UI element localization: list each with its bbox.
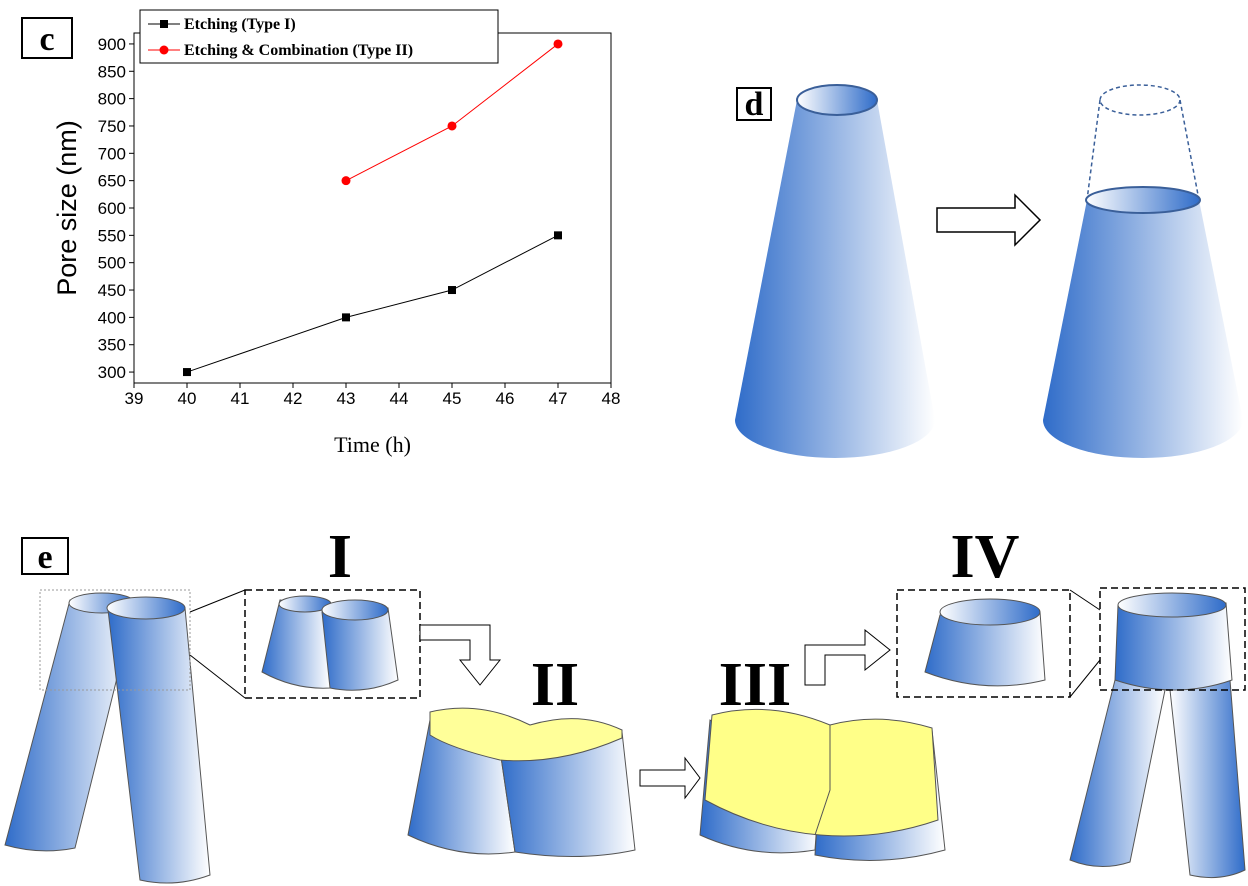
cone [735, 100, 935, 458]
pillar [108, 608, 210, 883]
x-tick-label: 47 [549, 389, 568, 408]
marker [448, 286, 456, 294]
panel-label: e [37, 539, 52, 576]
stage-label: III [719, 651, 791, 719]
y-tick-label: 550 [98, 226, 126, 245]
y-tick-label: 300 [98, 363, 126, 382]
panel-e: e I II III IV [5, 523, 1245, 883]
x-axis-label: Time (h) [334, 432, 411, 457]
y-tick-label: 650 [98, 172, 126, 191]
x-tick-label: 40 [178, 389, 197, 408]
arrow [640, 758, 700, 798]
marker [554, 231, 562, 239]
cylinder-top [322, 600, 388, 620]
panel-label: d [745, 86, 764, 123]
series-line [346, 44, 558, 181]
y-tick-label: 350 [98, 336, 126, 355]
arrow [420, 625, 500, 685]
cone-top [1086, 187, 1200, 213]
pillar-top [107, 597, 185, 619]
marker [342, 176, 351, 185]
zoom-line [1070, 590, 1100, 697]
y-tick-label: 500 [98, 254, 126, 273]
cone [1043, 200, 1243, 458]
marker [554, 39, 563, 48]
marker [342, 313, 350, 321]
panel-d: d [735, 85, 1243, 458]
panel-label: c [39, 21, 54, 58]
legend-label: Etching (Type I) [184, 16, 296, 33]
x-tick-label: 48 [602, 389, 621, 408]
stage-label: I [328, 523, 352, 591]
stage-label: II [531, 651, 579, 719]
plot-frame [134, 33, 611, 383]
arrow [937, 195, 1040, 245]
cylinder-top [1118, 593, 1226, 617]
x-tick-label: 43 [337, 389, 356, 408]
y-tick-label: 400 [98, 308, 126, 327]
legend: Etching (Type I) Etching & Combination (T… [140, 10, 498, 63]
figure: c 39 40 41 42 43 44 45 46 47 48 300 350 400 450 500 550… [0, 0, 1248, 886]
series-line [187, 235, 558, 372]
legend-label: Etching & Combination (Type II) [184, 42, 413, 59]
x-tick-label: 45 [443, 389, 462, 408]
cylinder-top [940, 599, 1040, 625]
y-tick-label: 850 [98, 62, 126, 81]
x-tick-label: 41 [231, 389, 250, 408]
y-tick-label: 600 [98, 199, 126, 218]
marker [183, 368, 191, 376]
cylinder [262, 600, 330, 688]
legend-marker [160, 20, 168, 28]
marker [448, 121, 457, 130]
pillar [1070, 680, 1165, 867]
y-axis-label: Pore size (nm) [52, 120, 82, 296]
line-chart: 39 40 41 42 43 44 45 46 47 48 300 350 400 450 500 550 60… [52, 10, 620, 457]
arrow [805, 630, 890, 685]
y-tick-label: 450 [98, 281, 126, 300]
cone-top [797, 85, 877, 115]
x-tick-label: 42 [284, 389, 303, 408]
stage-label: IV [951, 523, 1020, 591]
y-tick-label: 900 [98, 35, 126, 54]
x-tick-label: 44 [390, 389, 409, 408]
x-tick-label: 39 [125, 389, 144, 408]
pillar [1170, 680, 1245, 878]
x-tick-label: 46 [496, 389, 515, 408]
legend-marker [160, 46, 169, 55]
y-tick-label: 750 [98, 117, 126, 136]
y-tick-label: 800 [98, 90, 126, 109]
removed-top [1100, 85, 1180, 115]
y-tick-label: 700 [98, 144, 126, 163]
zoom-line [190, 590, 245, 698]
